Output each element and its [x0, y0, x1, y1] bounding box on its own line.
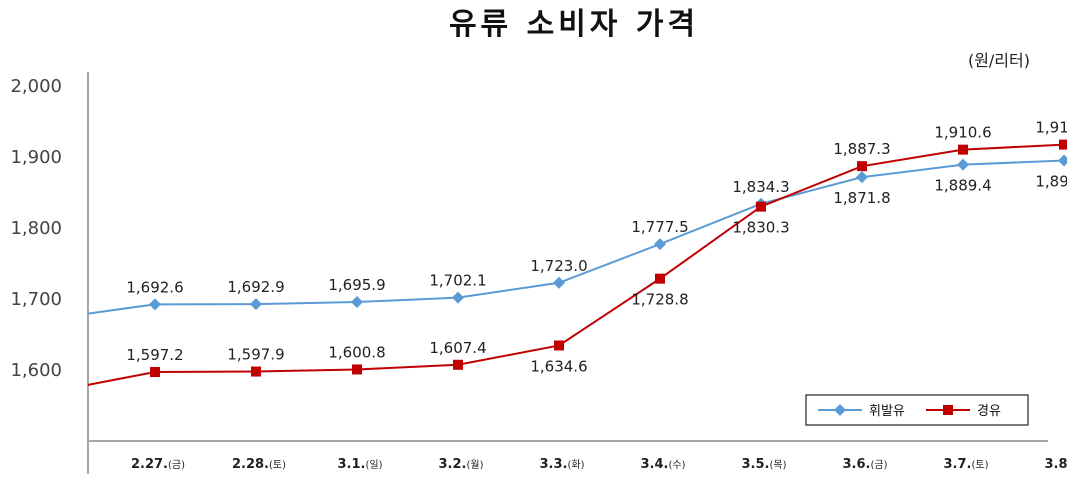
y-tick-labels: 2,000 1,900 1,800 1,700 1,600 [10, 76, 62, 381]
data-point-gasoline [250, 298, 262, 311]
data-label-gasoline: 1,889.4 [934, 177, 991, 195]
data-label-gasoline: 1,834.3 [732, 178, 789, 196]
x-tick-label: 3.4.(수) [641, 457, 686, 472]
data-point-gasoline [452, 291, 464, 304]
x-tick-day: (일) [365, 459, 382, 471]
data-label-diesel: 1,830.3 [732, 219, 789, 237]
x-tick-date: 3.1. [338, 457, 366, 472]
data-point-gasoline [351, 295, 363, 308]
data-point-gasoline [654, 238, 666, 251]
x-tick-label: 3.6.(금) [843, 457, 888, 472]
data-point-gasoline [553, 276, 565, 289]
data-label-diesel: 1,607.4 [429, 339, 486, 357]
x-tick-date: 3.6. [843, 457, 871, 472]
data-point-diesel [857, 161, 867, 172]
legend-label-gasoline: 휘발유 [869, 404, 905, 419]
x-tick-date: 3.7. [944, 457, 972, 472]
data-label-gasoline: 1,777.5 [631, 218, 688, 236]
x-tick-date: 3.4. [641, 457, 669, 472]
x-tick-label: 2.28.(토) [232, 457, 286, 472]
y-tick-label: 1,600 [10, 360, 62, 381]
x-tick-day: (수) [668, 459, 685, 471]
legend: 휘발유 경유 [805, 394, 1029, 426]
x-tick-date: 2.28. [232, 457, 269, 472]
x-tick-day: (금) [168, 459, 185, 471]
data-point-diesel [655, 273, 665, 284]
x-tick-day: (토) [269, 460, 286, 471]
x-tick-date: 3.3. [540, 457, 568, 472]
legend-label-diesel: 경유 [977, 404, 1001, 419]
x-tick-day: (금) [870, 459, 887, 471]
data-point-diesel [958, 144, 968, 155]
data-label-gasoline: 1,723.0 [530, 257, 587, 275]
data-point-diesel [352, 364, 362, 375]
x-tick-date: 3.8. [1045, 457, 1067, 472]
data-label-diesel: 1,597.9 [227, 346, 284, 364]
x-tick-label: 3.3.(화) [540, 457, 585, 472]
x-tick-label: 3.1.(일) [338, 457, 383, 472]
data-label-gasoline: 1,702.1 [429, 272, 486, 290]
x-tick-date: 3.2. [439, 457, 467, 472]
data-point-gasoline [957, 158, 969, 171]
x-tick-date: 2.27. [131, 457, 168, 472]
data-point-gasoline [149, 298, 161, 311]
chart-title: 유류 소비자 가격 [449, 7, 699, 42]
y-tick-label: 1,800 [10, 218, 62, 239]
data-point-diesel [756, 201, 766, 212]
data-label-gasoline: 1,692.9 [227, 278, 284, 296]
y-tick-label: 1,700 [10, 289, 62, 310]
x-tick-label: 3.2.(월) [439, 457, 484, 472]
data-label-gasoline: 1,692.6 [126, 278, 183, 296]
x-tick-label: 3.7.(토) [944, 457, 989, 472]
data-label-diesel: 1,887.3 [833, 140, 890, 158]
data-label-gasoline: 1,695.9 [328, 276, 385, 294]
legend-marker-diesel [943, 405, 953, 415]
data-point-gasoline [856, 171, 868, 184]
data-point-diesel [1059, 139, 1067, 150]
unit-label: (원/리터) [968, 51, 1030, 70]
data-point-diesel [251, 366, 261, 377]
data-point-diesel [150, 367, 160, 378]
data-label-diesel: 1,634.6 [530, 357, 587, 375]
data-label-diesel: 1,600.8 [328, 343, 385, 361]
x-tick-day: (목) [769, 459, 786, 471]
series-layer: 1,692.6 1,692.9 1,695.9 1,702.1 1,723.0 1,777… [87, 119, 1067, 386]
data-label-diesel: 1,728.8 [631, 291, 688, 309]
x-tick-label: 3.5.(목) [742, 457, 787, 472]
x-tick-day: (토) [971, 460, 988, 471]
data-label-diesel: 1,917.7 [1035, 119, 1067, 137]
data-label-gasoline: 1,895.3 [1035, 172, 1067, 190]
y-tick-label: 1,900 [10, 147, 62, 168]
x-tick-label: 3.8.(일) [1045, 457, 1067, 472]
data-label-diesel: 1,910.6 [934, 124, 991, 142]
data-point-diesel [554, 340, 564, 351]
y-tick-label: 2,000 [10, 76, 62, 97]
x-tick-labels: 2.27.(금) 2.28.(토) 3.1.(일) 3.2.(월) 3.3.(화) 3.4… [131, 457, 1067, 472]
legend-marker-gasoline [834, 404, 846, 416]
data-point-gasoline [1058, 154, 1067, 167]
x-tick-date: 3.5. [742, 457, 770, 472]
x-tick-label: 2.27.(금) [131, 457, 185, 472]
x-tick-day: (월) [466, 459, 483, 471]
data-point-diesel [453, 359, 463, 370]
data-label-gasoline: 1,871.8 [833, 189, 890, 207]
x-tick-day: (화) [567, 459, 584, 471]
data-label-diesel: 1,597.2 [126, 346, 183, 364]
